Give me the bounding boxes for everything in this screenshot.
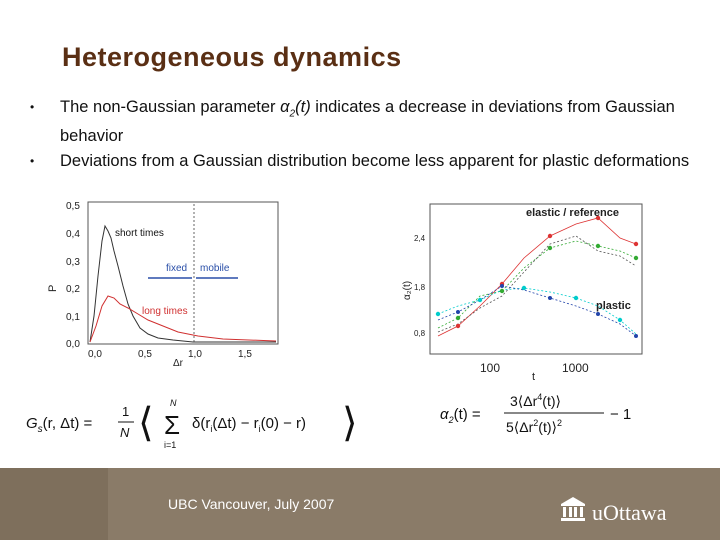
ytick-label: 0,3 (66, 257, 80, 268)
bullet-item-1: • The non-Gaussian parameter α2(t) indic… (30, 96, 690, 147)
ytick-label: 0,8 (414, 329, 426, 338)
elastic-series-gray (437, 235, 637, 333)
ytick-label: 0,0 (66, 339, 80, 350)
svg-text:− 1: − 1 (610, 406, 631, 423)
xtick-label: 100 (480, 361, 500, 375)
ytick-label: 0,2 (66, 284, 80, 295)
x-axis-label: t (532, 371, 535, 383)
short-times-curve (89, 224, 276, 343)
plastic-series-cyan (437, 287, 637, 335)
ytick-label: 0,5 (66, 201, 80, 212)
ytick-label: 2,4 (414, 234, 426, 243)
svg-text:⟨: ⟨ (138, 401, 154, 445)
non-gaussian-parameter-plot: 2,4 1,8 0,8 100 1000 t α₂(t) elastic / r… (402, 203, 643, 383)
bullet-dot: • (30, 154, 35, 169)
data-markers (435, 215, 639, 338)
ytick-label: 0,4 (66, 229, 80, 240)
bullet-text-rest: indicates a decrease in deviations from … (60, 98, 675, 146)
slide-title: Heterogeneous dynamics (62, 42, 402, 72)
university-crest-icon (561, 497, 585, 521)
elastic-series-red (437, 217, 637, 337)
alpha-subscript: 2 (289, 108, 296, 120)
bullet-dot: • (30, 100, 35, 114)
svg-text:Σ: Σ (164, 410, 180, 440)
svg-text:N: N (120, 425, 130, 440)
bullet-list: • The non-Gaussian parameter α2(t) indic… (30, 96, 690, 175)
bullet-text: The non-Gaussian parameter (60, 98, 281, 116)
alpha-arg: (t) (295, 98, 311, 116)
formula-van-hove: Gs(r, Δt) = 1 N ⟨ Σ N i=1 δ(ri(Δt) − ri(… (26, 398, 358, 450)
long-times-curve (89, 295, 277, 343)
annotation-short-times: short times (115, 228, 164, 239)
plot-frame (429, 203, 643, 355)
svg-text:δ(ri(Δt) − ri(0) − r): δ(ri(Δt) − ri(0) − r) (192, 415, 306, 434)
ytick-label: 0,1 (66, 312, 80, 323)
x-axis-label: Δr (173, 358, 184, 369)
svg-text:1: 1 (122, 404, 129, 419)
y-axis-label: P (48, 285, 59, 292)
svg-text:α2(t) =: α2(t) = (440, 406, 481, 425)
xtick-label: 0,5 (138, 349, 152, 360)
footer-text: UBC Vancouver, July 2007 (168, 496, 335, 512)
svg-text:N: N (170, 398, 177, 408)
ytick-label: 1,8 (414, 283, 426, 292)
xtick-label: 1,0 (188, 349, 202, 360)
plastic-series-blue (437, 285, 637, 337)
alpha-symbol: α (280, 98, 290, 116)
label-elastic-reference: elastic / reference (526, 207, 619, 219)
bullet-item-2: • Deviations from a Gaussian distributio… (30, 150, 690, 172)
svg-text:i=1: i=1 (164, 440, 176, 450)
y-axis-label: α₂(t) (402, 281, 413, 300)
svg-text:5⟨Δr2(t)⟩2: 5⟨Δr2(t)⟩2 (506, 418, 562, 435)
footer-bar (0, 468, 720, 540)
svg-text:⟩: ⟩ (342, 401, 358, 445)
footer-accent (0, 468, 108, 540)
bullet-text: Deviations from a Gaussian distribution … (60, 152, 690, 171)
xtick-label: 1,5 (238, 349, 252, 360)
university-logo-text: uOttawa (592, 500, 667, 525)
label-plastic: plastic (596, 300, 631, 312)
displacement-distribution-plot: 0,5 0,4 0,3 0,2 0,1 0,0 0,0 0,5 1,0 1,5 … (48, 201, 279, 369)
xtick-label: 1000 (562, 361, 589, 375)
annotation-fixed: fixed (166, 263, 187, 274)
svg-text:3⟨Δr4(t)⟩: 3⟨Δr4(t)⟩ (510, 392, 561, 409)
annotation-mobile: mobile (200, 263, 230, 274)
xtick-label: 0,0 (88, 349, 102, 360)
formula-alpha2: α2(t) = 3⟨Δr4(t)⟩ 5⟨Δr2(t)⟩2 − 1 (440, 392, 631, 435)
annotation-long-times: long times (142, 306, 188, 317)
svg-text:Gs(r, Δt) =: Gs(r, Δt) = (26, 415, 93, 435)
